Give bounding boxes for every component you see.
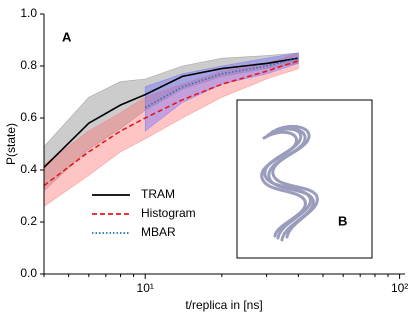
legend-label: TRAM [141, 187, 175, 201]
y-tick-label: 0.0 [20, 266, 37, 280]
y-tick-label: 0.8 [20, 58, 37, 72]
series-line [43, 57, 299, 168]
plot-area: 0.0 0.2 0.4 0.6 0.8 1.0 10¹ 10² TRAM Histogram MBA… [20, 6, 408, 295]
y-tick-label: 0.6 [20, 110, 37, 124]
y-axis-label: P(state) [4, 123, 18, 165]
error-band [43, 52, 299, 207]
inset-frame [236, 99, 373, 259]
panel-label: A [62, 29, 72, 44]
y-tick-label: 0.4 [20, 162, 37, 176]
x-tick-label: 10¹ [137, 281, 154, 295]
y-tick-label: 0.2 [20, 214, 37, 228]
legend-label: MBAR [141, 225, 176, 239]
helix-image [260, 124, 319, 242]
error-band [144, 52, 299, 132]
inset: B [236, 99, 373, 259]
series-line [43, 60, 299, 187]
x-axis-label: t/replica in [ns] [185, 298, 262, 312]
series-line [144, 57, 299, 109]
panel-label: B [338, 213, 347, 228]
x-tick-label: 10² [391, 281, 408, 295]
y-tick-label: 1.0 [20, 6, 37, 20]
legend-label: Histogram [141, 206, 196, 220]
